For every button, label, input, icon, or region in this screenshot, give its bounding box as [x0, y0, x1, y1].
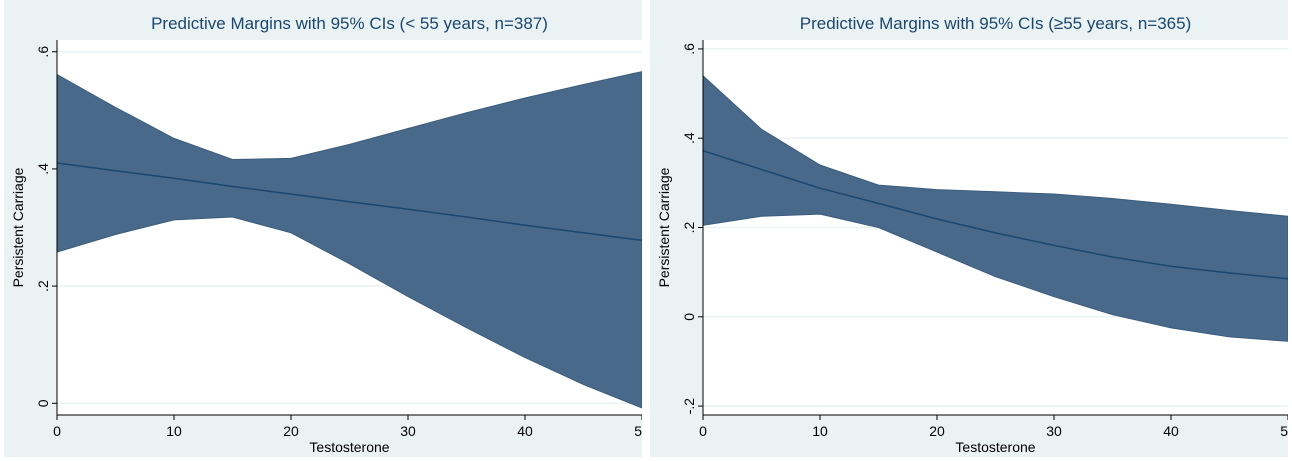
y-axis-label: Persistent Carriage	[656, 167, 672, 287]
chart-left: 0 .2 .4 .6 0 10 20 30 40 50 Predictive Margins wit…	[10, 14, 642, 455]
y-tick-label-1: 0	[681, 313, 697, 321]
confidence-band	[702, 74, 1288, 342]
x-tick-label-1: 10	[166, 423, 182, 439]
y-tick-label-3: .4	[681, 132, 697, 144]
y-tick-label-0: -.2	[681, 398, 697, 415]
chart-right: -.20.2.4.601020304050Predictive Margins …	[656, 14, 1288, 455]
chart-title: Predictive Margins with 95% CIs (≥55 yea…	[800, 14, 1192, 33]
y-axis-label: Persistent Carriage	[10, 167, 26, 287]
x-tick-label-0: 0	[699, 423, 707, 439]
x-tick-label-4: 40	[517, 423, 533, 439]
x-tick-label-2: 20	[283, 423, 299, 439]
x-tick-label-0: 0	[53, 423, 61, 439]
x-tick-label-4: 40	[1163, 423, 1179, 439]
x-axis-label: Testosterone	[955, 439, 1035, 455]
x-tick-label-1: 10	[812, 423, 828, 439]
x-tick-label-3: 30	[400, 423, 416, 439]
margin-line	[702, 149, 1288, 280]
x-tick-label-5: 50	[634, 423, 642, 439]
chart-panel-left: 0 .2 .4 .6 0 10 20 30 40 50 Predictive Margins wit…	[4, 0, 642, 457]
confidence-band	[56, 71, 642, 409]
x-tick-label-3: 30	[1046, 423, 1062, 439]
y-tick-label-2: .2	[681, 221, 697, 233]
x-axis-label: Testosterone	[309, 439, 389, 455]
y-tick-label-1: .2	[35, 280, 51, 292]
y-tick-label-2: .4	[35, 163, 51, 175]
margin-line	[56, 162, 642, 242]
y-tick-label-0: 0	[35, 399, 51, 407]
y-tick-label-3: .6	[35, 46, 51, 58]
chart-panel-right: -.20.2.4.601020304050Predictive Margins …	[650, 0, 1288, 457]
x-tick-label-2: 20	[929, 423, 945, 439]
chart-title: Predictive Margins with 95% CIs (< 55 ye…	[151, 14, 548, 33]
y-tick-label-4: .6	[681, 43, 697, 55]
x-tick-label-5: 50	[1280, 423, 1288, 439]
